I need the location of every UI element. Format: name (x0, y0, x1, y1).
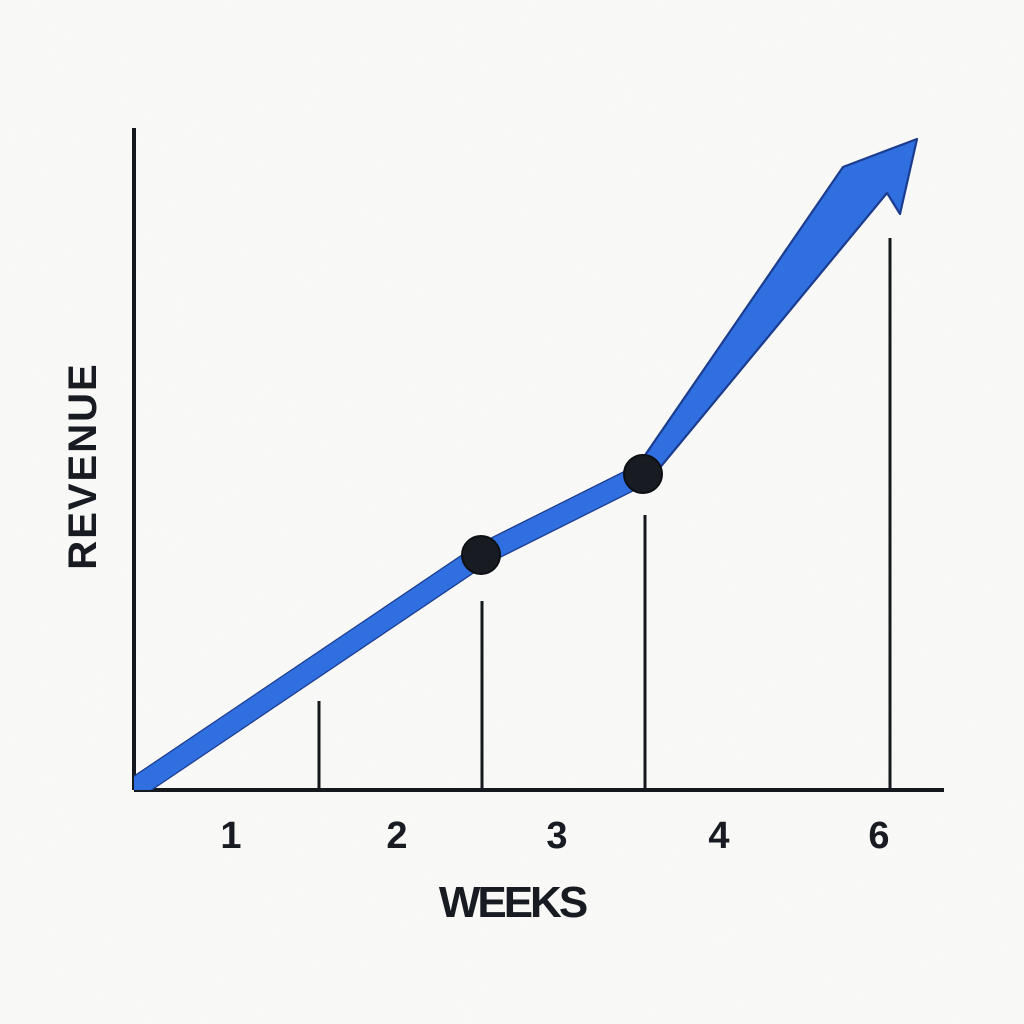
svg-text:2: 2 (386, 815, 407, 857)
svg-text:3: 3 (546, 815, 567, 857)
svg-text:WEEKS: WEEKS (439, 878, 587, 927)
svg-text:4: 4 (708, 815, 729, 857)
svg-text:1: 1 (220, 815, 241, 857)
svg-text:6: 6 (868, 815, 889, 857)
svg-text:REVENUE: REVENUE (61, 362, 105, 569)
